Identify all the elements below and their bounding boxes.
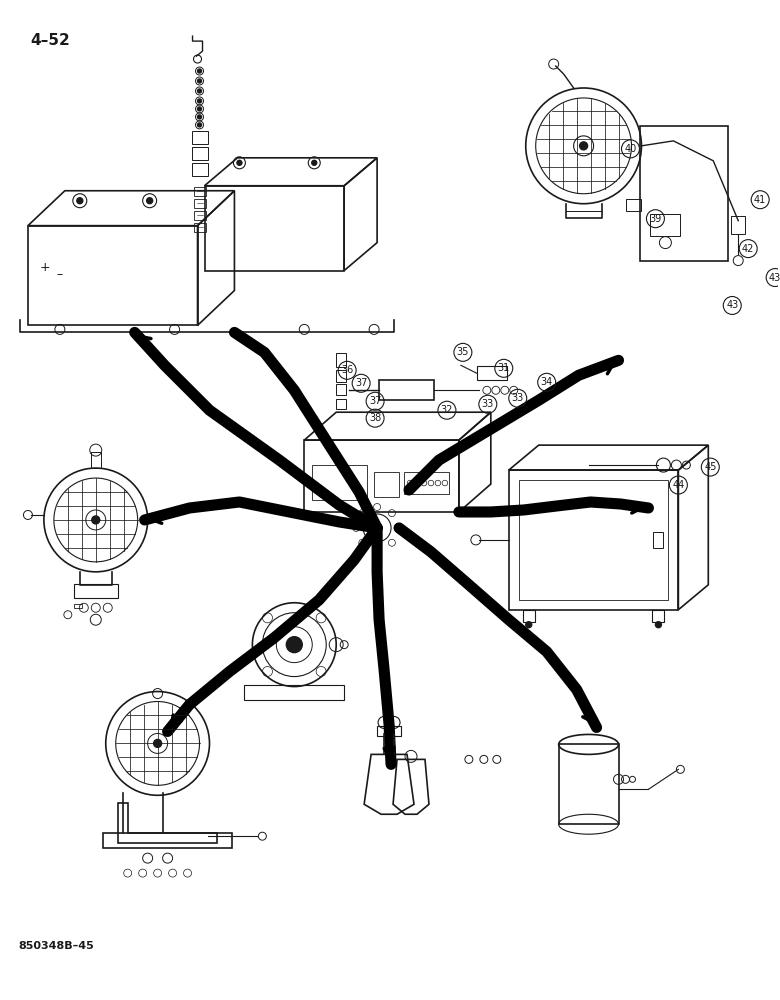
Circle shape bbox=[526, 622, 532, 628]
Text: –: – bbox=[57, 269, 63, 282]
Bar bbox=[519, 480, 668, 600]
Circle shape bbox=[580, 142, 587, 150]
Text: 32: 32 bbox=[441, 405, 453, 415]
Circle shape bbox=[197, 69, 201, 73]
Text: 42: 42 bbox=[742, 244, 754, 254]
Bar bbox=[74, 584, 118, 598]
Circle shape bbox=[237, 160, 242, 165]
Text: 850348B–45: 850348B–45 bbox=[18, 941, 94, 951]
Bar bbox=[558, 744, 619, 824]
Circle shape bbox=[92, 516, 100, 524]
Text: 36: 36 bbox=[341, 365, 353, 375]
Text: 37: 37 bbox=[355, 378, 367, 388]
Text: 35: 35 bbox=[457, 347, 469, 357]
Bar bbox=[374, 472, 399, 497]
Bar bbox=[28, 226, 197, 325]
Circle shape bbox=[154, 739, 161, 747]
Text: 37: 37 bbox=[369, 396, 381, 406]
Text: 44: 44 bbox=[672, 480, 685, 490]
Bar bbox=[193, 223, 205, 232]
Circle shape bbox=[197, 115, 201, 119]
Bar bbox=[304, 440, 459, 512]
Circle shape bbox=[76, 198, 83, 204]
Text: +: + bbox=[40, 261, 50, 274]
Circle shape bbox=[197, 79, 201, 83]
Bar bbox=[626, 199, 641, 211]
Text: 43: 43 bbox=[769, 273, 780, 283]
Bar bbox=[312, 465, 367, 500]
Bar bbox=[193, 211, 205, 220]
Bar bbox=[204, 186, 344, 271]
Bar bbox=[652, 610, 665, 622]
Text: 41: 41 bbox=[754, 195, 766, 205]
Bar bbox=[731, 216, 745, 234]
Text: 45: 45 bbox=[704, 462, 717, 472]
Circle shape bbox=[197, 89, 201, 93]
Text: 31: 31 bbox=[498, 363, 510, 373]
Circle shape bbox=[312, 160, 317, 165]
Text: 40: 40 bbox=[624, 144, 636, 154]
Bar bbox=[244, 685, 344, 700]
Bar bbox=[192, 131, 207, 144]
Bar bbox=[477, 366, 507, 380]
Bar bbox=[103, 833, 232, 848]
Text: 43: 43 bbox=[726, 300, 739, 310]
Circle shape bbox=[197, 123, 201, 127]
Bar bbox=[336, 384, 346, 395]
Bar bbox=[640, 126, 729, 261]
Bar bbox=[336, 370, 346, 382]
Circle shape bbox=[197, 107, 201, 111]
Text: 38: 38 bbox=[369, 413, 381, 423]
Bar bbox=[523, 610, 535, 622]
Bar bbox=[651, 214, 680, 236]
Text: 4–52: 4–52 bbox=[30, 33, 69, 48]
Bar bbox=[509, 470, 679, 610]
Text: 33: 33 bbox=[482, 399, 494, 409]
Bar bbox=[74, 604, 82, 608]
Bar bbox=[192, 147, 207, 160]
Circle shape bbox=[655, 622, 661, 628]
Bar bbox=[336, 399, 346, 409]
Bar bbox=[377, 726, 401, 736]
Circle shape bbox=[197, 99, 201, 103]
Bar bbox=[90, 452, 101, 468]
Bar bbox=[379, 380, 434, 400]
Text: 34: 34 bbox=[541, 377, 553, 387]
Circle shape bbox=[147, 198, 153, 204]
Bar bbox=[654, 532, 664, 548]
Bar bbox=[336, 353, 346, 367]
Text: 39: 39 bbox=[649, 214, 661, 224]
Text: 33: 33 bbox=[512, 393, 524, 403]
Bar bbox=[193, 199, 205, 208]
Bar bbox=[193, 187, 205, 196]
Bar bbox=[192, 163, 207, 176]
Circle shape bbox=[286, 637, 303, 653]
Bar bbox=[404, 472, 449, 494]
